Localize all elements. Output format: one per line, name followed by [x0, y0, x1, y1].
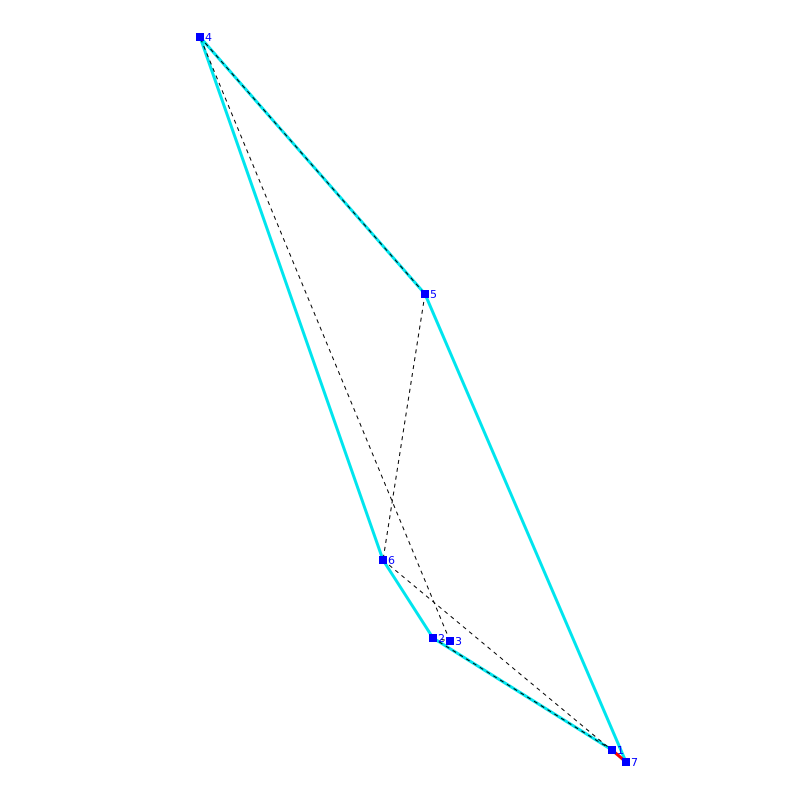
point-label: 1 — [617, 744, 624, 757]
point-label: 3 — [455, 635, 462, 648]
point-marker — [379, 556, 387, 564]
hull-edge-6-4 — [198, 36, 385, 561]
point-marker — [421, 290, 429, 298]
path-edge-6-7 — [382, 559, 627, 763]
dashed-path-layer — [199, 36, 627, 763]
path-edge-1-2 — [432, 637, 613, 751]
point-4: 4 — [196, 31, 212, 44]
point-2: 2 — [429, 632, 445, 645]
point-label: 7 — [631, 756, 638, 769]
point-marker — [608, 746, 616, 754]
point-label: 4 — [205, 31, 212, 44]
point-label: 2 — [438, 632, 445, 645]
point-3: 3 — [446, 635, 462, 648]
point-7: 7 — [622, 756, 638, 769]
hull-layer — [198, 36, 628, 764]
hull-edge-2-6 — [381, 559, 435, 639]
point-label: 6 — [388, 554, 395, 567]
point-marker — [196, 33, 204, 41]
path-edge-3-4 — [199, 36, 451, 642]
path-edge-4-5 — [199, 36, 426, 295]
point-5: 5 — [421, 288, 437, 301]
point-marker — [622, 758, 630, 766]
point-marker — [429, 634, 437, 642]
hull-edge-5-7 — [423, 293, 628, 763]
point-6: 6 — [379, 554, 395, 567]
point-label: 5 — [430, 288, 437, 301]
point-1: 1 — [608, 744, 624, 757]
path-edge-5-6 — [382, 293, 426, 561]
point-marker — [446, 637, 454, 645]
